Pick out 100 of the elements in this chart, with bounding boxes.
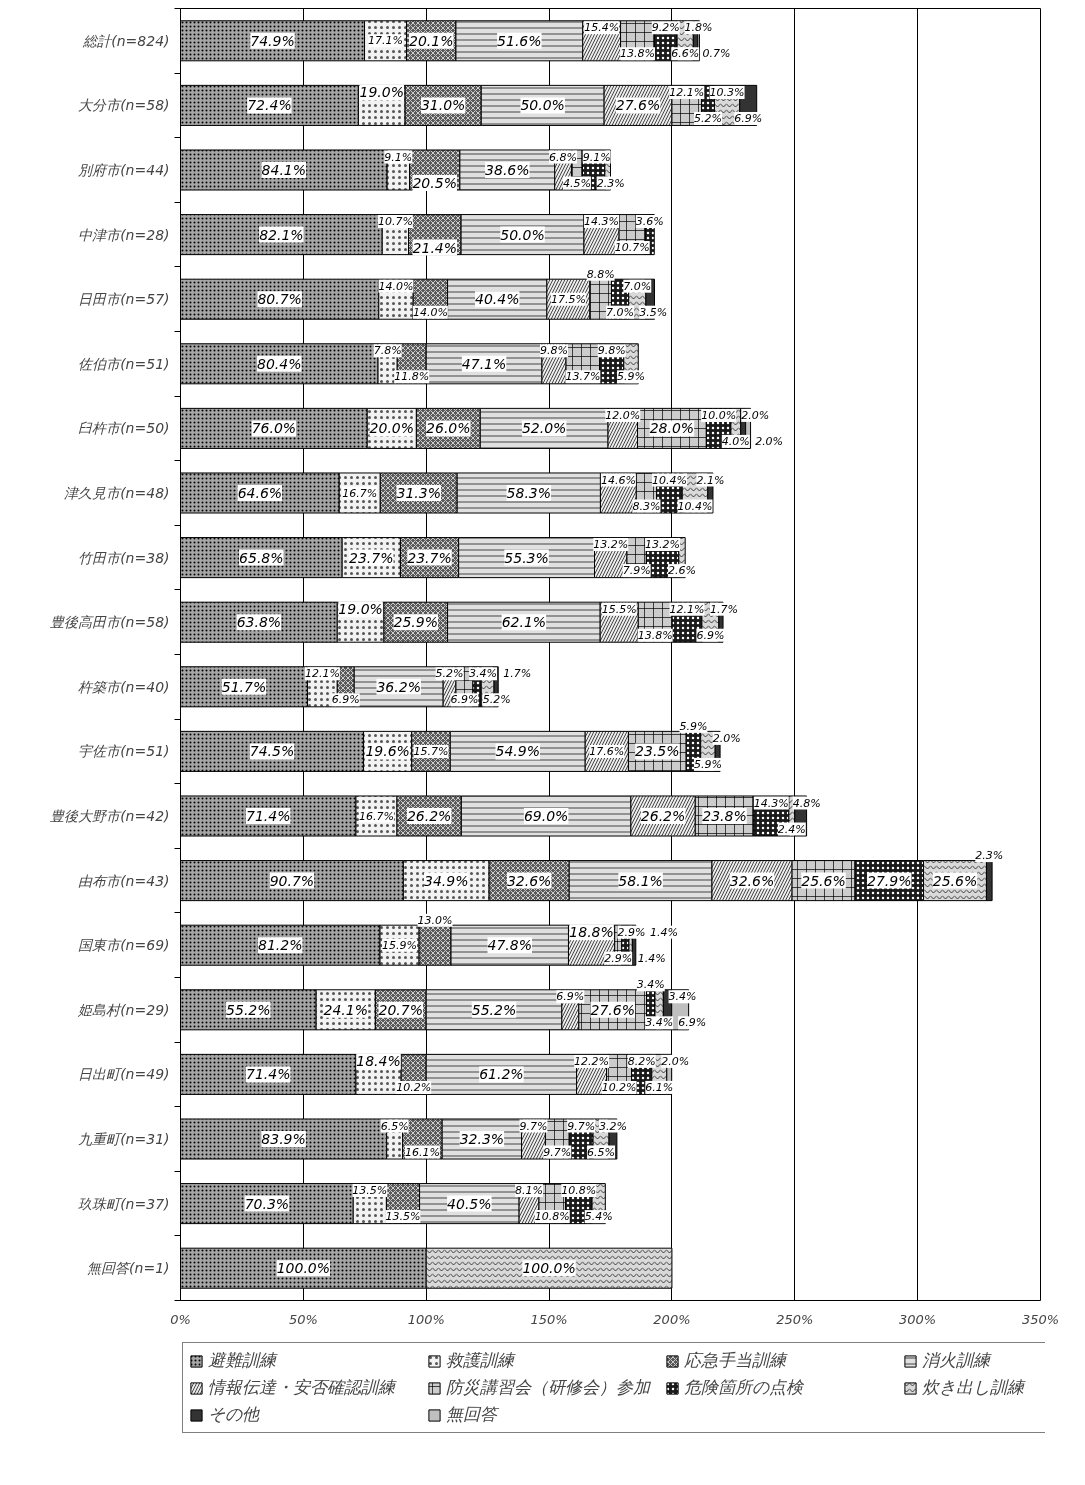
data-label: 20.5%: [412, 175, 457, 191]
data-label: 54.9%: [495, 743, 540, 760]
data-label: 81.2%: [258, 937, 303, 954]
data-label: 4.0%: [721, 434, 750, 448]
data-label: 3.4%: [645, 1016, 674, 1030]
data-label: 1.8%: [684, 21, 713, 35]
data-label: 74.9%: [250, 32, 295, 49]
data-label: 13.0%: [417, 913, 453, 927]
data-label: 50.0%: [500, 226, 545, 243]
data-label: 6.8%: [549, 150, 578, 164]
data-label: 58.1%: [618, 872, 663, 889]
data-label: 40.5%: [447, 1195, 492, 1212]
data-label: 25.9%: [393, 614, 439, 631]
data-label: 6.6%: [671, 47, 700, 61]
legend-label: その他: [208, 1403, 261, 1426]
y-tick-label: 日出町(n=49): [78, 1066, 170, 1083]
data-label: 8.8%: [586, 267, 615, 281]
data-label: 9.8%: [597, 344, 626, 358]
data-label: 7.0%: [606, 305, 635, 319]
data-label: 1.7%: [709, 602, 738, 616]
data-label: 32.3%: [459, 1131, 505, 1147]
data-label: 6.9%: [556, 990, 585, 1004]
data-label: 15.9%: [382, 938, 418, 952]
data-label: 7.0%: [623, 279, 652, 293]
y-tick-label: 中津市(n=28): [78, 226, 170, 243]
data-label: 26.2%: [640, 808, 686, 824]
y-tick-label: 九重町(n=31): [78, 1131, 170, 1147]
data-label: 5.2%: [482, 693, 511, 707]
data-label: 71.4%: [245, 808, 291, 824]
data-label: 6.1%: [645, 1080, 674, 1094]
data-label: 2.3%: [596, 176, 625, 190]
data-label: 2.9%: [617, 925, 646, 939]
data-label: 82.1%: [259, 226, 304, 243]
data-label: 3.4%: [668, 990, 697, 1004]
data-label: 5.9%: [679, 719, 708, 733]
data-label: 13.8%: [620, 47, 656, 61]
data-label: 100.0%: [276, 1260, 331, 1277]
data-label: 2.0%: [712, 731, 741, 745]
y-tick-label: 豊後高田市(n=58): [50, 614, 170, 631]
data-label: 21.4%: [412, 239, 458, 256]
x-tick-label: 250%: [776, 1311, 814, 1327]
data-label: 11.8%: [394, 370, 430, 384]
data-label: 9.1%: [582, 150, 611, 164]
data-label: 3.5%: [639, 305, 668, 319]
data-label: 3.4%: [636, 978, 665, 992]
legend-label: 消火訓練: [922, 1349, 993, 1372]
legend-label: 無回答: [446, 1403, 500, 1426]
data-label: 13.2%: [593, 538, 629, 552]
data-label: 14.3%: [753, 796, 789, 810]
data-label: 36.2%: [376, 678, 421, 695]
data-label: 17.1%: [368, 34, 404, 48]
data-label: 0.7%: [702, 47, 731, 61]
data-label: 26.2%: [406, 808, 452, 824]
data-label: 9.7%: [567, 1119, 596, 1133]
data-label: 23.7%: [349, 549, 394, 566]
data-label: 9.7%: [543, 1145, 572, 1159]
data-label: 63.8%: [236, 614, 282, 631]
data-label: 64.6%: [237, 485, 283, 501]
data-label: 27.6%: [615, 97, 661, 114]
data-label: 3.4%: [469, 667, 498, 681]
data-label: 38.6%: [485, 162, 530, 178]
legend-label: 避難訓練: [208, 1349, 279, 1372]
data-label: 24.1%: [323, 1001, 368, 1018]
data-label: 2.6%: [668, 564, 696, 578]
data-label: 55.3%: [504, 549, 549, 566]
data-label: 16.1%: [404, 1145, 440, 1159]
data-label: 9.2%: [651, 21, 680, 35]
legend-label: 救護訓練: [446, 1349, 517, 1372]
data-label: 13.5%: [352, 1184, 388, 1198]
data-label: 3.2%: [598, 1119, 627, 1133]
data-label: 17.5%: [550, 292, 586, 306]
data-label: 2.0%: [755, 434, 784, 448]
y-tick-label: 別府市(n=44): [78, 162, 170, 178]
data-label: 20.0%: [369, 420, 415, 437]
data-label: 5.9%: [693, 757, 722, 771]
data-label: 26.0%: [426, 420, 471, 437]
data-label: 65.8%: [239, 549, 284, 566]
data-label: 10.4%: [652, 473, 687, 487]
data-label: 6.9%: [678, 1016, 707, 1030]
legend-label: 防災講習会（研修会）参加: [446, 1376, 652, 1399]
data-label: 31.3%: [396, 485, 441, 501]
data-label: 19.6%: [365, 743, 410, 760]
data-label: 12.0%: [605, 408, 641, 422]
data-label: 8.3%: [632, 499, 661, 513]
x-tick-label: 300%: [899, 1311, 937, 1327]
data-label: 7.9%: [622, 564, 651, 578]
data-label: 10.3%: [709, 85, 745, 99]
data-label: 12.1%: [669, 602, 705, 616]
data-label: 20.7%: [378, 1001, 424, 1018]
data-label: 74.5%: [249, 743, 295, 760]
y-tick-label: 国東市(n=69): [78, 937, 170, 954]
data-label: 71.4%: [245, 1066, 291, 1083]
data-label: 32.6%: [729, 872, 775, 889]
data-label: 14.6%: [600, 473, 636, 487]
data-label: 47.8%: [487, 937, 532, 954]
data-label: 27.9%: [867, 872, 912, 889]
x-tick-label: 0%: [170, 1311, 191, 1327]
data-label: 20.1%: [409, 32, 454, 49]
data-label: 25.6%: [932, 872, 978, 889]
data-label: 10.8%: [534, 1210, 570, 1224]
